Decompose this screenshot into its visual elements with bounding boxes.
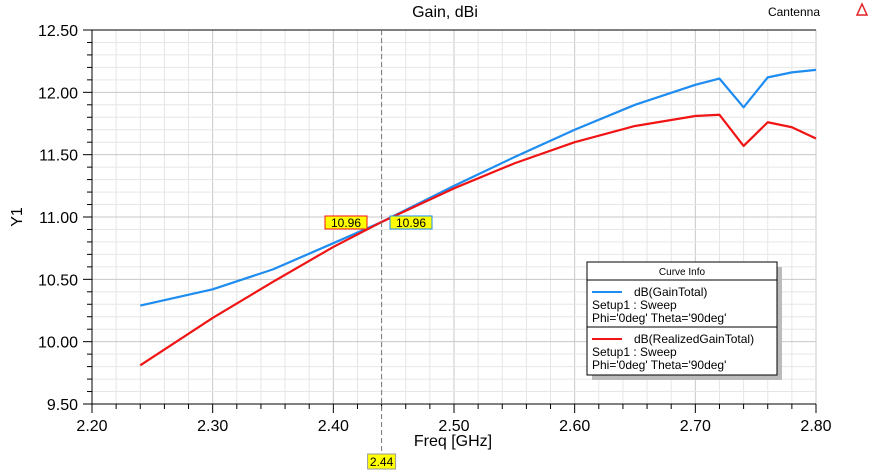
x-tick-label: 2.80 [800, 418, 831, 435]
legend-entry-setup: Setup1 : Sweep [592, 345, 677, 359]
x-tick-label: 2.20 [76, 418, 107, 435]
marker-value-gain: 10.96 [396, 216, 426, 230]
marker-x-box [367, 453, 397, 470]
x-tick-label: 2.30 [197, 418, 228, 435]
x-tick-label: 2.50 [438, 418, 469, 435]
y-tick-label: 11.00 [39, 210, 78, 227]
y-axis-label: Y1 [9, 207, 26, 227]
y-tick-label: 10.00 [38, 335, 78, 352]
legend-entry-setup: Setup1 : Sweep [592, 298, 677, 312]
legend-entry-name: dB(GainTotal) [634, 285, 707, 299]
chart-title: Gain, dBi [412, 4, 478, 21]
y-tick-label: 12.50 [38, 23, 78, 40]
x-tick-label: 2.40 [318, 418, 349, 435]
x-axis-label: Freq [GHz] [414, 433, 492, 450]
marker-box-gain [389, 215, 433, 230]
marker-x-label: 2.44 [370, 455, 394, 469]
legend-box [586, 261, 778, 376]
series-line-realized-gain-total [139, 113, 817, 367]
x-tick-label: 2.60 [559, 418, 590, 435]
series-line-gain-total [140, 68, 817, 307]
y-tick-label: 11.50 [39, 148, 78, 165]
x-tick-label: 2.70 [680, 418, 711, 435]
logo-icon [855, 2, 869, 16]
marker-box-realized [324, 215, 368, 230]
project-label: Cantenna [768, 5, 820, 19]
y-tick-label: 10.50 [38, 272, 78, 289]
legend-title: Curve Info [659, 267, 706, 278]
legend-entry-name: dB(RealizedGainTotal) [634, 332, 754, 346]
y-tick-label: 12.00 [38, 85, 78, 102]
y-tick-label: 9.50 [47, 397, 78, 414]
legend-entry-params: Phi='0deg' Theta='90deg' [592, 358, 726, 372]
marker-value-realized: 10.96 [331, 216, 361, 230]
legend-entry-params: Phi='0deg' Theta='90deg' [592, 311, 726, 325]
